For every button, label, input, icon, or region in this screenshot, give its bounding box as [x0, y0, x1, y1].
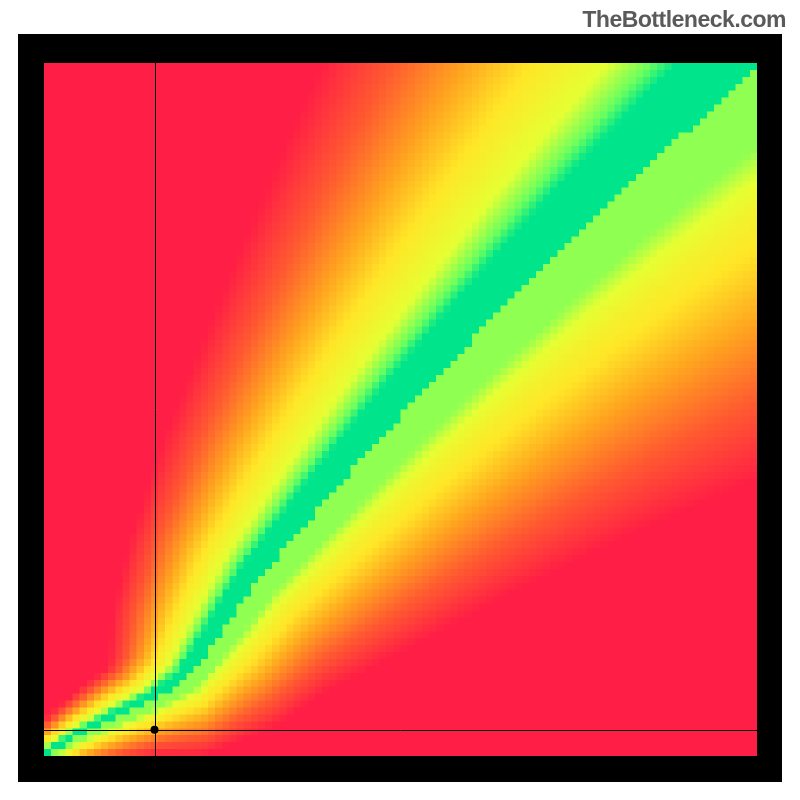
crosshair-overlay [44, 63, 757, 756]
chart-frame [18, 34, 782, 782]
watermark-text: TheBottleneck.com [582, 6, 786, 33]
